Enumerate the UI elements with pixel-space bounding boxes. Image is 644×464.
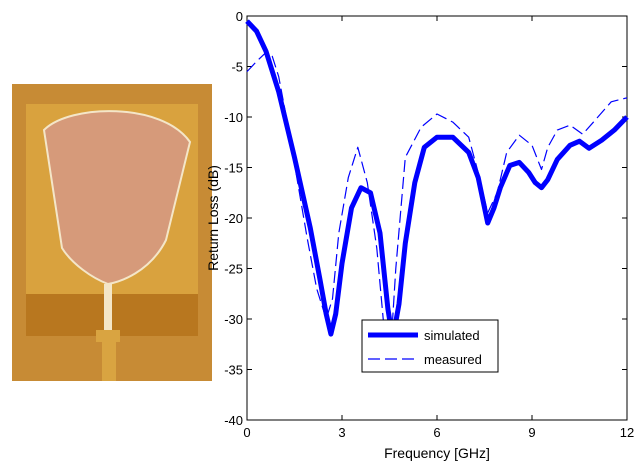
y-tick-label: -25 <box>224 262 243 277</box>
y-tick-label: -5 <box>231 60 243 75</box>
y-tick-label: -20 <box>224 211 243 226</box>
feed-line <box>104 284 112 334</box>
radiating-patch <box>42 110 192 286</box>
x-axis-ticks: 0 3 6 9 12 <box>243 16 634 440</box>
antenna-photo-image <box>12 84 212 381</box>
y-tick-label: -40 <box>224 413 243 428</box>
y-tick-label: -30 <box>224 312 243 327</box>
series-line-measured <box>246 51 628 371</box>
antenna-photo <box>12 84 212 381</box>
y-tick-label: -10 <box>224 110 243 125</box>
y-tick-label: -35 <box>224 363 243 378</box>
x-tick-label: 0 <box>243 425 250 440</box>
x-axis-label: Frequency [GHz] <box>384 445 490 461</box>
series-layer <box>245 19 629 371</box>
legend-box <box>361 319 499 373</box>
y-tick-label: -15 <box>224 161 243 176</box>
x-tick-label: 12 <box>620 425 634 440</box>
legend-label-measured: measured <box>424 352 482 367</box>
y-axis-label: Return Loss (dB) <box>205 165 221 271</box>
legend-label-simulated: simulated <box>424 328 480 343</box>
series-line-simulated <box>245 19 629 342</box>
y-tick-label: 0 <box>236 9 243 24</box>
x-tick-label: 6 <box>433 425 440 440</box>
sma-connector-body <box>102 342 116 381</box>
x-tick-label: 9 <box>528 425 535 440</box>
sma-connector-flange <box>96 330 120 342</box>
legend: simulated measured <box>361 319 499 373</box>
x-tick-label: 3 <box>338 425 345 440</box>
